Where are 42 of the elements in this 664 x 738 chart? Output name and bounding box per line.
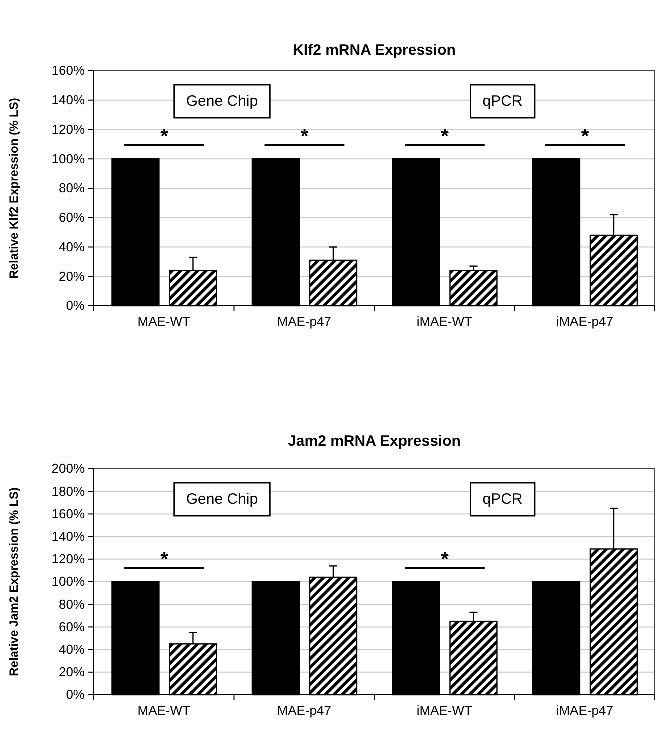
y-tick-label: 100% xyxy=(52,574,86,590)
x-tick-label: MAE-p47 xyxy=(277,314,332,329)
annotation: Gene Chip xyxy=(186,92,258,110)
annotation: * xyxy=(160,126,169,148)
y-axis-title: Relative Klf2 Expression (% LS) xyxy=(7,98,21,279)
y-tick-label: 140% xyxy=(52,92,86,108)
x-tick-label: MAE-WT xyxy=(138,702,191,718)
y-tick-label: 20% xyxy=(58,268,86,284)
annotation: * xyxy=(160,549,169,571)
x-tick-label: MAE-p47 xyxy=(277,702,332,718)
annotation: qPCR xyxy=(482,92,523,110)
y-tick-label: 180% xyxy=(52,484,86,499)
y-tick-label: 160% xyxy=(52,63,86,78)
y-tick-label: 60% xyxy=(58,619,86,634)
x-tick-label: iMAE-WT xyxy=(416,702,472,718)
chart-title: Jam2 mRNA Expression xyxy=(288,433,461,450)
y-tick-label: 0% xyxy=(66,687,86,702)
annotation: Gene Chip xyxy=(186,490,258,508)
y-tick-label: 120% xyxy=(52,552,86,567)
x-tick-label: iMAE-p47 xyxy=(556,314,614,329)
y-tick-label: 120% xyxy=(52,122,86,137)
annotation: * xyxy=(581,126,590,148)
annotation: qPCR xyxy=(482,490,523,508)
annotation: * xyxy=(300,126,309,148)
x-tick-label: iMAE-p47 xyxy=(556,702,614,718)
y-tick-label: 80% xyxy=(58,180,86,196)
y-tick-label: 40% xyxy=(58,642,86,657)
y-tick-label: 0% xyxy=(66,298,86,314)
y-tick-label: 40% xyxy=(58,239,86,254)
chart-title: Klf2 mRNA Expression xyxy=(293,42,456,59)
annotation: * xyxy=(441,549,450,571)
y-tick-label: 140% xyxy=(52,528,86,544)
y-axis-title: Relative Jam2 Expression (% LS) xyxy=(7,488,21,676)
y-tick-label: 200% xyxy=(52,461,86,476)
x-tick-label: iMAE-WT xyxy=(416,314,472,329)
y-tick-label: 160% xyxy=(52,506,86,522)
y-tick-label: 100% xyxy=(52,151,86,166)
y-tick-label: 20% xyxy=(58,664,86,680)
annotation: * xyxy=(441,126,450,148)
y-tick-label: 60% xyxy=(58,210,86,226)
y-tick-label: 80% xyxy=(58,596,86,612)
x-tick-label: MAE-WT xyxy=(138,314,191,329)
